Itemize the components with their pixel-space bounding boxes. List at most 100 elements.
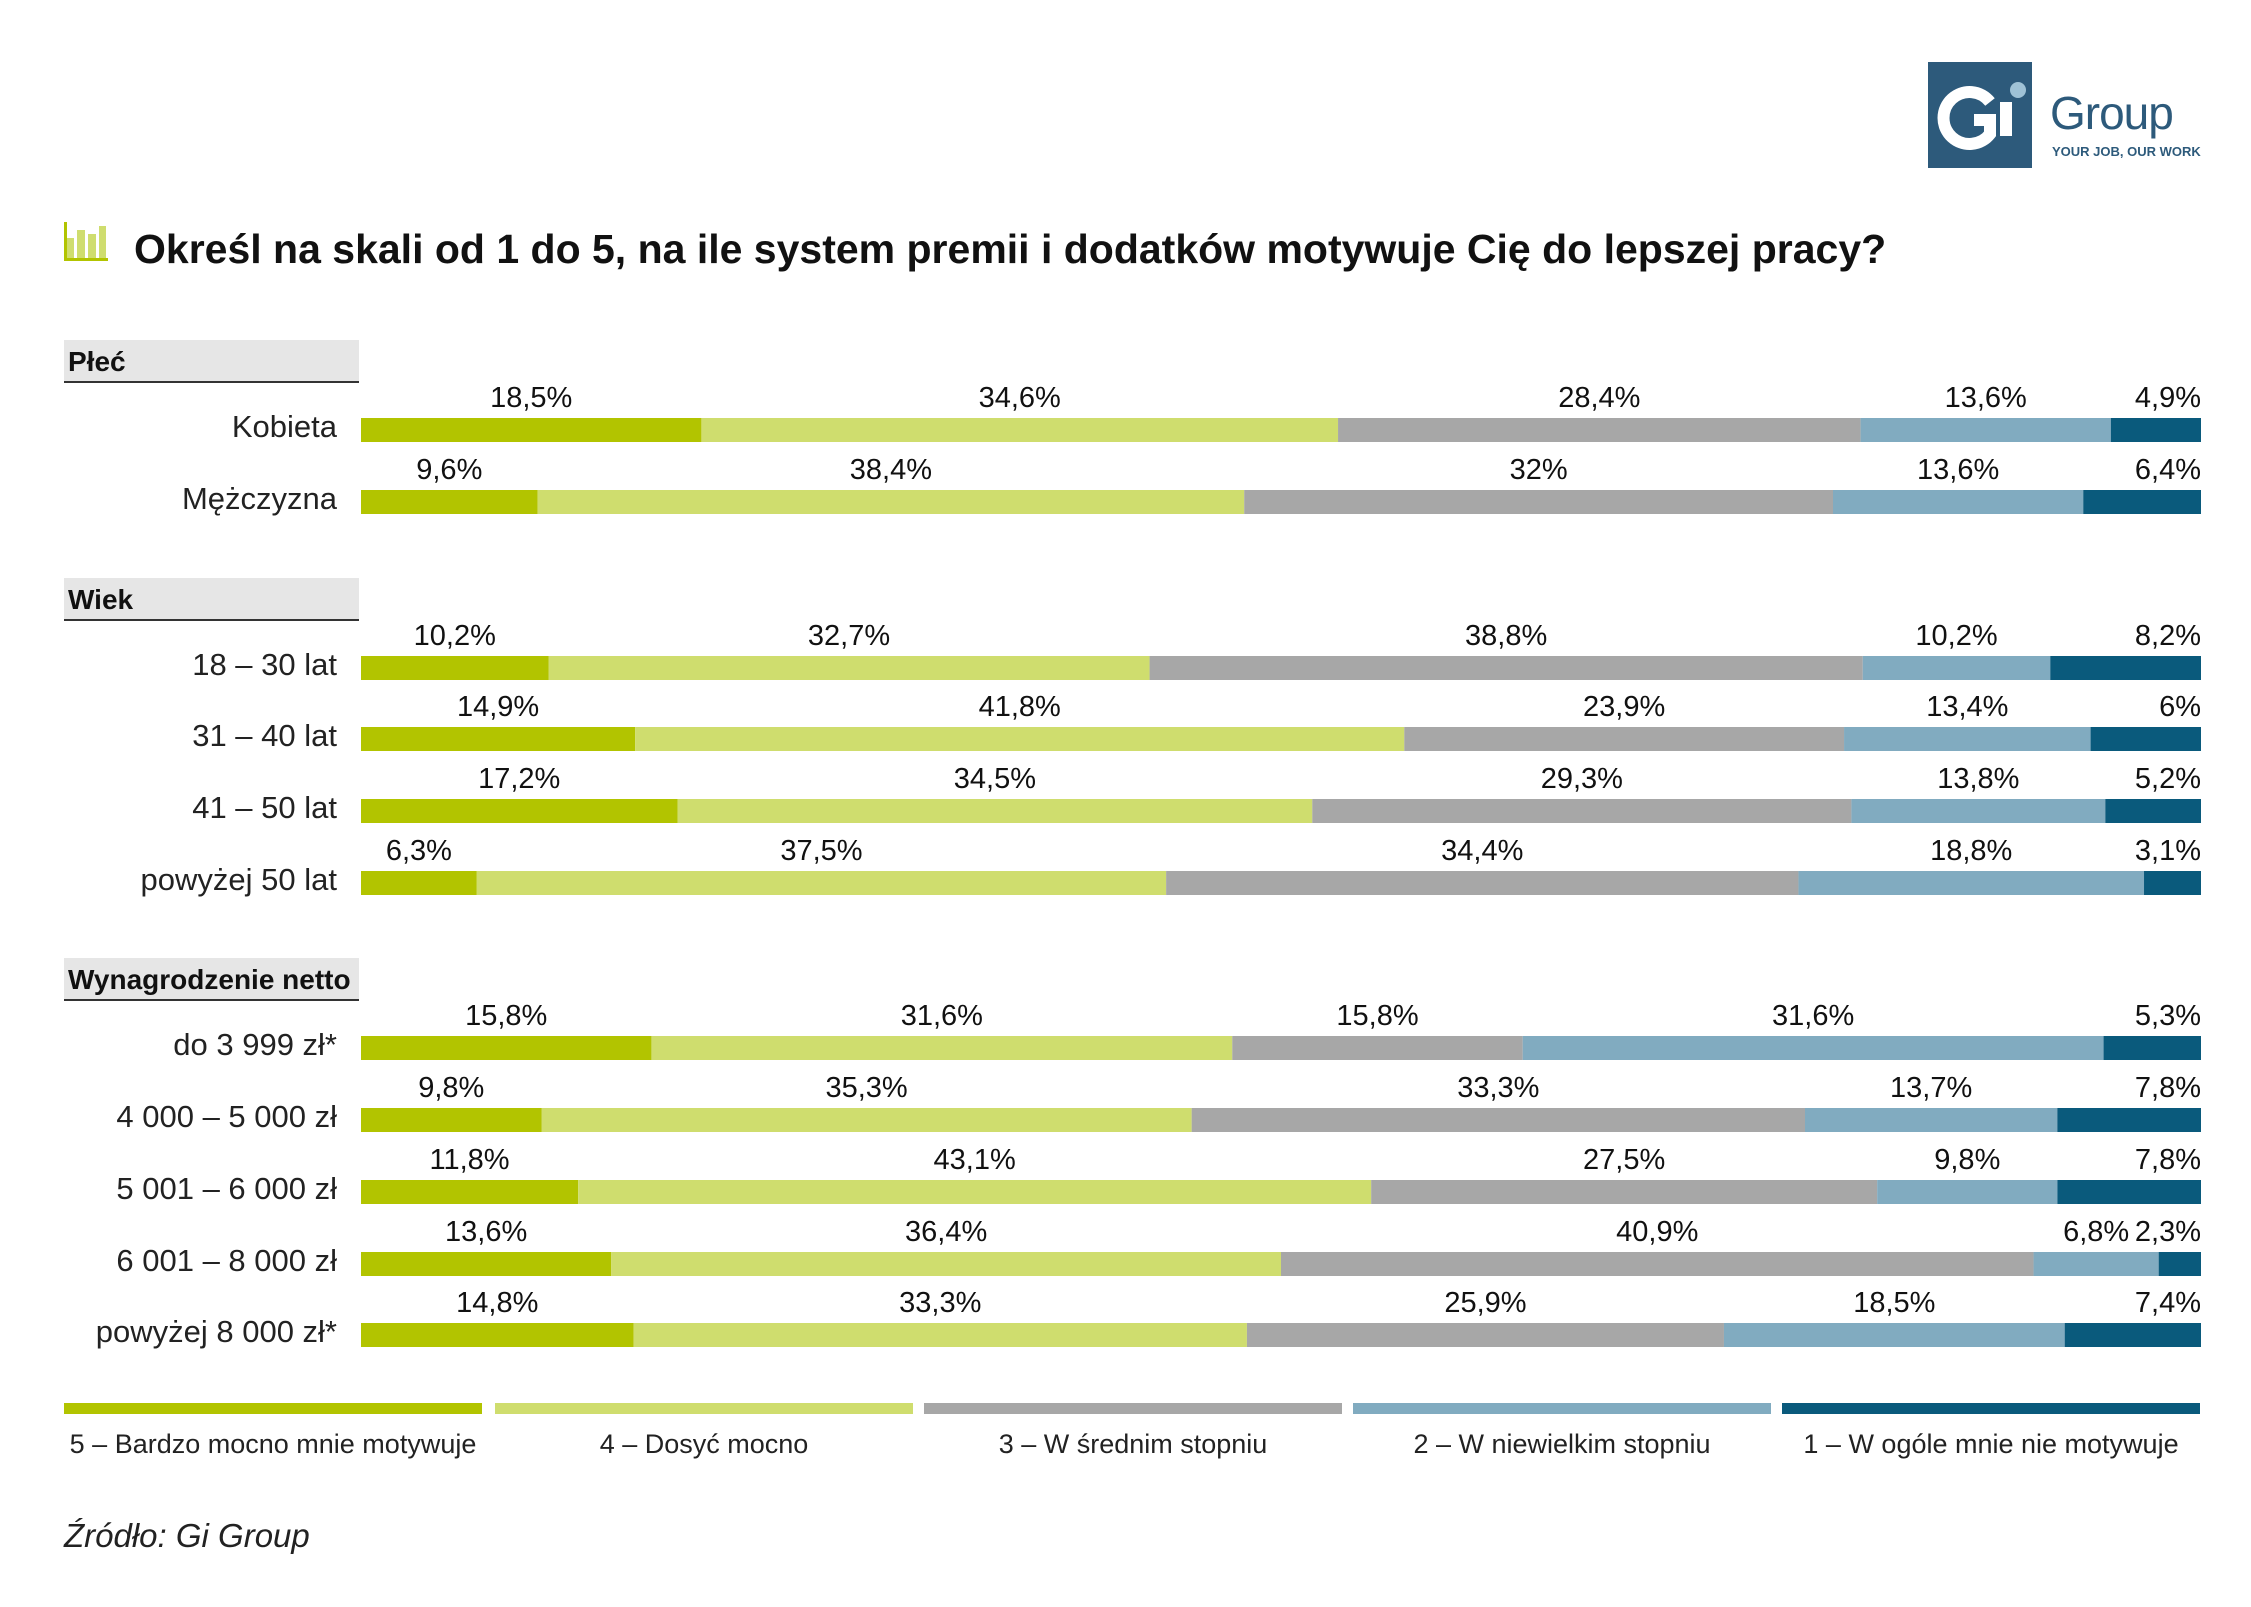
group-header-bg bbox=[64, 340, 359, 382]
bar-segment bbox=[2103, 1036, 2201, 1060]
bar-segment bbox=[651, 1036, 1233, 1060]
row-label: powyżej 50 lat bbox=[141, 862, 338, 897]
data-label: 7,8% bbox=[2135, 1144, 2201, 1176]
data-label: 6,8% bbox=[2063, 1216, 2129, 1248]
data-label: 33,3% bbox=[899, 1287, 981, 1319]
data-label: 8,2% bbox=[2135, 620, 2201, 652]
bar-segment bbox=[1149, 656, 1863, 680]
bar-segment bbox=[361, 871, 477, 895]
legend-swatch bbox=[495, 1403, 913, 1414]
row-label: 5 001 – 6 000 zł bbox=[116, 1171, 337, 1206]
data-label: 5,3% bbox=[2135, 1000, 2201, 1032]
bar-segment bbox=[361, 727, 636, 751]
data-label: 38,4% bbox=[850, 454, 932, 486]
bar-segment bbox=[1860, 418, 2111, 442]
legend-swatch bbox=[64, 1403, 482, 1414]
data-label: 35,3% bbox=[825, 1072, 907, 1104]
chart-title: Określ na skali od 1 do 5, na ile system… bbox=[134, 226, 1887, 272]
group-header-label: Wiek bbox=[68, 584, 134, 615]
bar-segment bbox=[2110, 418, 2201, 442]
data-label: 2,3% bbox=[2135, 1216, 2201, 1248]
row-label: 6 001 – 8 000 zł bbox=[116, 1243, 337, 1278]
data-label: 4,9% bbox=[2135, 382, 2201, 414]
bar-segment bbox=[701, 418, 1339, 442]
data-label: 14,8% bbox=[456, 1287, 538, 1319]
bar-segment bbox=[1312, 799, 1852, 823]
row-label: Kobieta bbox=[232, 409, 338, 444]
data-label: 32% bbox=[1510, 454, 1568, 486]
bar-segment bbox=[2083, 490, 2201, 514]
bar-segment bbox=[1232, 1036, 1523, 1060]
bar-segment bbox=[1404, 727, 1845, 751]
bar-segment bbox=[1862, 656, 2051, 680]
logo-text: Group bbox=[2050, 87, 2174, 139]
data-label: 34,6% bbox=[979, 382, 1061, 414]
row-label: do 3 999 zł* bbox=[173, 1027, 337, 1062]
legend-label: 1 – W ogóle mnie nie motywuje bbox=[1803, 1429, 2178, 1459]
bar-segment bbox=[1723, 1323, 2065, 1347]
row-label: Mężczyzna bbox=[182, 481, 338, 516]
bar-segment bbox=[361, 1180, 579, 1204]
bar-segment bbox=[2064, 1323, 2201, 1347]
bar-segment bbox=[476, 871, 1167, 895]
group-header-label: Wynagrodzenie netto bbox=[68, 964, 351, 995]
data-label: 41,8% bbox=[979, 691, 1061, 723]
bar-segment bbox=[1522, 1036, 2104, 1060]
row-label: 31 – 40 lat bbox=[192, 718, 337, 753]
data-label: 36,4% bbox=[905, 1216, 987, 1248]
bar-segment bbox=[2144, 871, 2201, 895]
bar-segment bbox=[361, 1252, 612, 1276]
bar-segment bbox=[1851, 799, 2106, 823]
legend-label: 5 – Bardzo mocno mnie motywuje bbox=[70, 1429, 477, 1459]
logo-tagline: YOUR JOB, OUR WORK bbox=[2052, 144, 2201, 159]
data-label: 10,2% bbox=[1915, 620, 1997, 652]
bar-segment bbox=[2050, 656, 2201, 680]
bar-segment bbox=[1805, 1108, 2058, 1132]
bar-segment bbox=[2057, 1180, 2201, 1204]
data-label: 17,2% bbox=[478, 763, 560, 795]
bar-segment bbox=[537, 490, 1245, 514]
bar-segment bbox=[2057, 1108, 2201, 1132]
data-label: 15,8% bbox=[1336, 1000, 1418, 1032]
group-header-label: Płeć bbox=[68, 346, 126, 377]
bar-segment bbox=[361, 656, 549, 680]
bar-segment bbox=[635, 727, 1405, 751]
data-label: 13,6% bbox=[445, 1216, 527, 1248]
data-label: 6,4% bbox=[2135, 454, 2201, 486]
row-label: powyżej 8 000 zł* bbox=[96, 1314, 337, 1349]
bar-segment bbox=[1191, 1108, 1806, 1132]
data-label: 15,8% bbox=[465, 1000, 547, 1032]
data-label: 43,1% bbox=[934, 1144, 1016, 1176]
data-label: 13,7% bbox=[1890, 1072, 1972, 1104]
data-label: 31,6% bbox=[901, 1000, 983, 1032]
group-header-bg bbox=[64, 578, 359, 620]
data-label: 5,2% bbox=[2135, 763, 2201, 795]
bar-segment bbox=[1281, 1252, 2034, 1276]
bar-segment bbox=[2033, 1252, 2159, 1276]
data-label: 3,1% bbox=[2135, 835, 2201, 867]
data-label: 11,8% bbox=[430, 1144, 510, 1176]
data-label: 18,5% bbox=[1853, 1287, 1935, 1319]
data-label: 9,8% bbox=[1934, 1144, 2000, 1176]
data-label: 9,8% bbox=[418, 1072, 484, 1104]
legend-swatch bbox=[1782, 1403, 2200, 1414]
data-label: 10,2% bbox=[414, 620, 496, 652]
bar-segment bbox=[361, 1323, 634, 1347]
bar-segment bbox=[361, 490, 538, 514]
bar-chart-icon bbox=[64, 222, 108, 261]
data-label: 40,9% bbox=[1616, 1216, 1698, 1248]
gi-logo-mark bbox=[1928, 62, 2032, 168]
data-label: 38,8% bbox=[1465, 620, 1547, 652]
data-label: 7,8% bbox=[2135, 1072, 2201, 1104]
row-label: 4 000 – 5 000 zł bbox=[116, 1099, 337, 1134]
data-label: 13,8% bbox=[1937, 763, 2019, 795]
data-label: 34,4% bbox=[1441, 835, 1523, 867]
data-label: 28,4% bbox=[1558, 382, 1640, 414]
bar-segment bbox=[361, 1036, 652, 1060]
data-label: 9,6% bbox=[416, 454, 482, 486]
row-label: 41 – 50 lat bbox=[192, 790, 337, 825]
bar-segment bbox=[1244, 490, 1833, 514]
data-label: 23,9% bbox=[1583, 691, 1665, 723]
bar-segment bbox=[361, 418, 702, 442]
